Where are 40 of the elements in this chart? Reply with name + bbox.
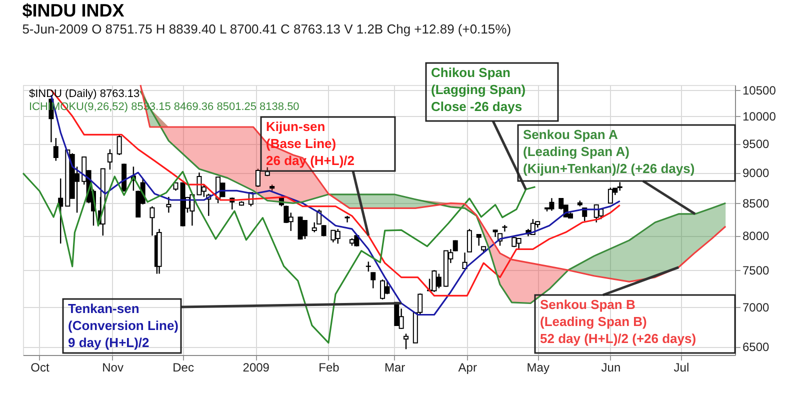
candlestick <box>466 228 472 252</box>
x-tick-label: Jun <box>601 360 621 374</box>
x-tick-label: Dec <box>172 360 194 374</box>
y-tick-label: 10500 <box>742 84 776 98</box>
annotation: Senkou Span B (Leading Span B) 52 day (H+L)/2 (+26 days) <box>540 297 696 346</box>
y-tick-label: 8500 <box>742 196 770 211</box>
annotation: Senkou Span A (Leading Span A) (Kijun+Tenkan)/2 (+26 days) <box>523 127 695 176</box>
y-tick-label: 6500 <box>742 340 770 354</box>
candlestick <box>366 261 371 272</box>
candlestick <box>476 234 482 246</box>
candlestick <box>502 224 508 232</box>
chart-title: $INDU INDX <box>22 0 124 20</box>
candlestick <box>370 272 376 289</box>
candlestick <box>404 333 409 350</box>
x-tick-label: Nov <box>102 360 124 374</box>
x-tick-label: May <box>526 360 550 374</box>
y-tick-label: 9500 <box>742 137 770 152</box>
candlestick <box>166 196 172 214</box>
chart-subtitle: 5-Jun-2009 O 8751.75 H 8839.40 L 8700.41 C 8763.13 V 1.2B Chg +12.89 (+0.15%) <box>22 21 512 36</box>
annotation: Chikou Span (Lagging Span) Close -26 days <box>431 65 526 114</box>
y-tick-label: 10000 <box>742 110 776 124</box>
y-tick-label: 7000 <box>742 300 770 315</box>
y-tick-label: 9000 <box>742 166 770 180</box>
x-tick-label: Feb <box>318 360 340 374</box>
x-tick-label: Oct <box>30 360 50 374</box>
candlestick <box>116 134 122 156</box>
candlestick <box>107 148 112 170</box>
y-tick-label: 8000 <box>742 229 770 244</box>
x-tick-label: 2009 <box>242 360 270 374</box>
candlestick <box>380 278 386 300</box>
annotation: Tenkan-sen (Conversion Line) 9 day (H+L)/2 <box>68 301 179 350</box>
x-tick-label: Mar <box>384 360 406 374</box>
x-tick-label: Jul <box>674 360 690 374</box>
candlestick <box>302 220 308 240</box>
candlestick <box>58 178 64 244</box>
candlestick <box>150 206 155 236</box>
candlestick <box>53 137 58 162</box>
x-tick-label: Apr <box>458 360 477 374</box>
candlestick <box>255 168 260 188</box>
y-tick-label: 7500 <box>742 264 770 278</box>
